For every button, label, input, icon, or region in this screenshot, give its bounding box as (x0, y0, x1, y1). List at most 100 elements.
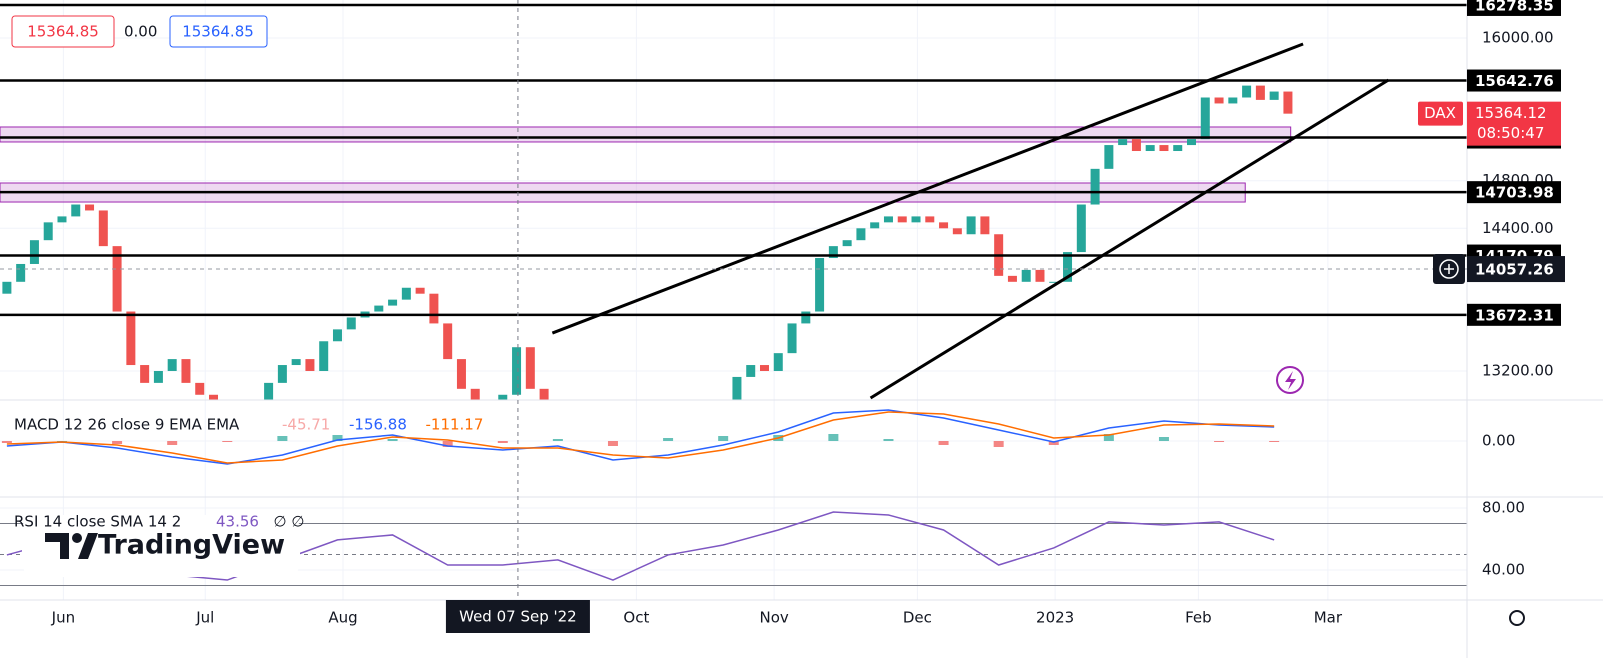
candle (181, 359, 191, 383)
candle (374, 305, 384, 312)
candle (773, 353, 783, 371)
candle (470, 388, 480, 400)
indicator-extra: ∅ ∅ (274, 513, 305, 531)
candle (870, 222, 880, 229)
x-tick-label: Mar (1314, 609, 1343, 627)
level-label: 16278.35 (1475, 0, 1554, 14)
settings-icon[interactable] (1509, 610, 1525, 626)
candle (85, 204, 95, 211)
candle (1173, 145, 1183, 152)
histogram-bar (552, 439, 563, 441)
candle (415, 287, 425, 294)
logo-box (22, 515, 300, 577)
countdown: 08:50:47 (1477, 124, 1544, 142)
histogram-bar (1, 441, 12, 443)
candle (525, 347, 535, 389)
symbol-box (1418, 101, 1463, 126)
indicator-value: -111.17 (426, 416, 484, 434)
add-icon (1439, 259, 1459, 279)
candle (57, 216, 67, 223)
logo-icon (45, 533, 98, 559)
x-tick-label: Feb (1185, 609, 1212, 627)
candle (346, 317, 356, 330)
indicator-title: MACD 12 26 close 9 EMA EMA (14, 416, 240, 434)
x-tick-label: 2023 (1036, 609, 1074, 627)
candle (1104, 145, 1114, 169)
candle (1007, 275, 1017, 282)
level-label-box (1467, 69, 1561, 92)
candle (856, 228, 866, 241)
x-tick-label: Oct (623, 609, 649, 627)
histogram-bar (1048, 441, 1059, 445)
histogram-bar (607, 441, 618, 446)
histogram-bar (112, 441, 123, 444)
candle (1076, 204, 1086, 253)
candle (732, 376, 742, 400)
y-tick-label: 80.00 (1482, 498, 1525, 516)
candle (512, 347, 522, 395)
candle (1021, 269, 1031, 282)
legend-box (169, 15, 268, 48)
trendline (551, 42, 1304, 335)
indicator-value: -45.71 (282, 416, 330, 434)
candle (112, 246, 122, 312)
candle (925, 216, 935, 223)
histogram-bar (718, 436, 729, 441)
histogram-bar (497, 441, 508, 443)
axes: Jun Jul Aug Oct Nov Dec 2023 Feb Mar16000.001480… (51, 0, 1561, 627)
histogram-bar (993, 441, 1004, 447)
histogram-bar (332, 435, 343, 441)
level-label: 15642.76 (1475, 72, 1554, 90)
histogram-bar (1103, 434, 1114, 441)
histogram-bar (442, 441, 453, 447)
candle (209, 394, 219, 400)
candle (1118, 139, 1128, 146)
histogram-bar (883, 439, 894, 441)
level-label: 13672.31 (1475, 306, 1554, 324)
histogram-bar (938, 441, 949, 445)
candle (388, 299, 398, 306)
candle (966, 216, 976, 235)
candle (443, 323, 453, 360)
candle (98, 210, 108, 247)
candle (291, 359, 301, 366)
histogram-bar (1269, 441, 1280, 442)
candle (1159, 145, 1169, 152)
indicator-value: -156.88 (349, 416, 407, 434)
legend-value: 15364.85 (27, 23, 99, 41)
candle (319, 341, 329, 371)
candle (883, 216, 893, 223)
legend-value: 15364.85 (182, 23, 254, 41)
histogram-bar (277, 436, 288, 441)
candle (539, 388, 549, 400)
trendline (869, 78, 1390, 400)
candle (1063, 252, 1073, 282)
histogram-bar (1214, 441, 1225, 442)
price-label: 15364.12 (1475, 104, 1547, 122)
candle (153, 370, 163, 383)
level-label-box (1467, 303, 1561, 326)
candle (305, 359, 315, 371)
candle (980, 216, 990, 235)
candle (456, 359, 466, 389)
crosshair-x-box (445, 600, 590, 633)
candle (1255, 85, 1265, 100)
y-tick-label: 13200.00 (1482, 361, 1554, 379)
candle (952, 228, 962, 235)
crosshair-y-box (1467, 256, 1565, 283)
x-tick-label: Aug (328, 609, 357, 627)
zone (0, 126, 1292, 143)
candle (1145, 145, 1155, 152)
candle (939, 222, 949, 229)
y-tick-label: 14400.00 (1482, 219, 1554, 237)
candle (264, 382, 274, 400)
candle (167, 359, 177, 371)
candle (43, 222, 53, 241)
candle (195, 382, 205, 395)
x-tick-label: Jun (51, 609, 75, 627)
candle (71, 204, 81, 217)
indicator-value: 43.56 (216, 513, 259, 531)
x-tick-label: Jul (195, 609, 214, 627)
level-label-box (1467, 181, 1561, 204)
candle (401, 287, 411, 300)
